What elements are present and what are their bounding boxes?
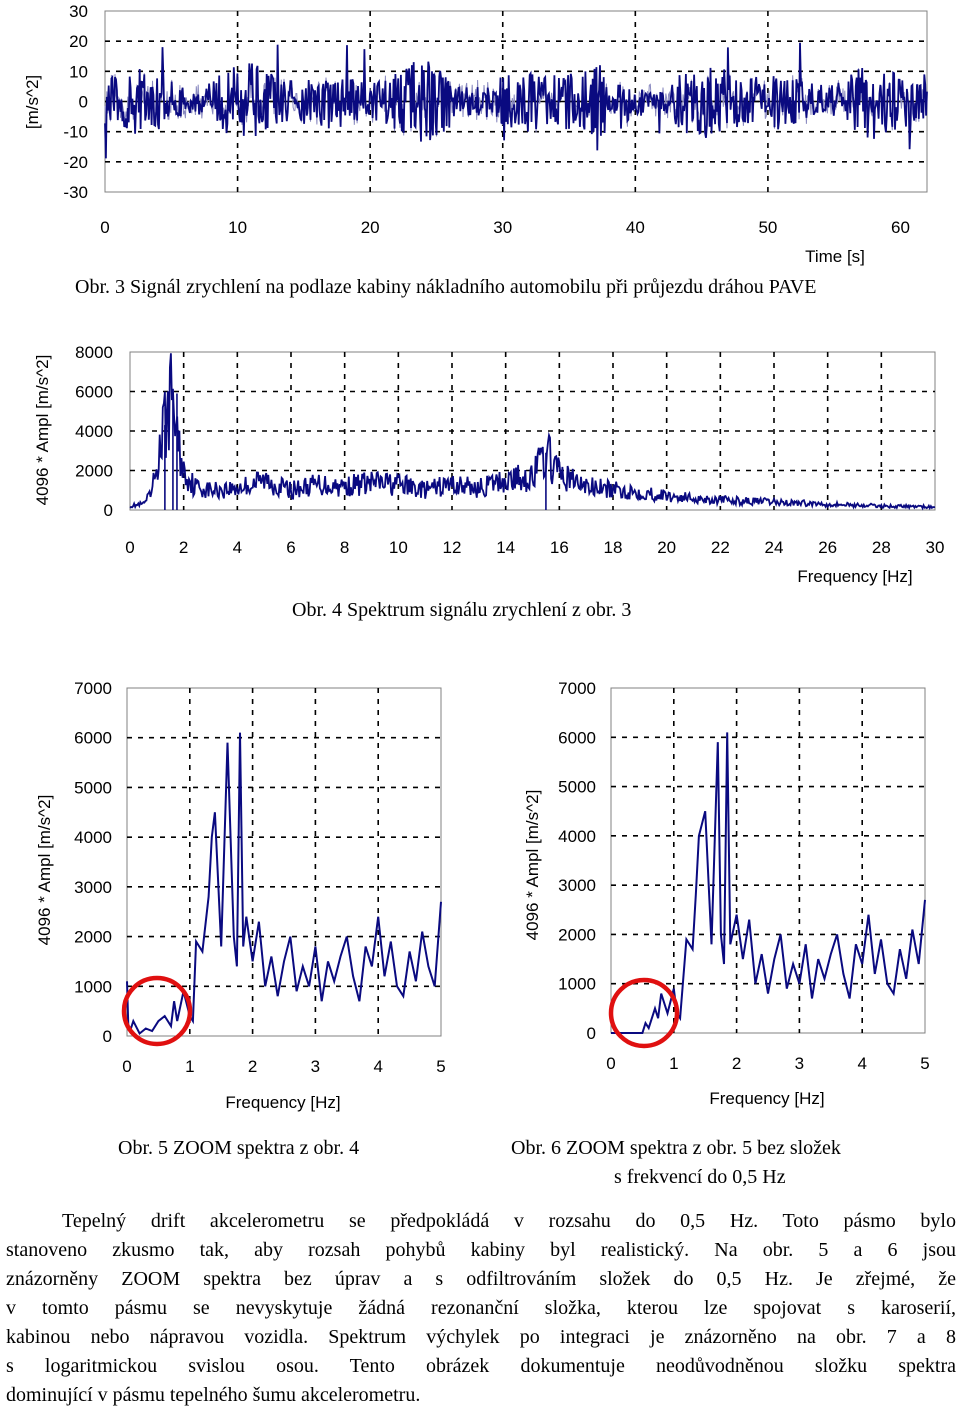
x-tick-label: 4 (373, 1057, 382, 1076)
x-tick-label: 22 (711, 538, 730, 557)
x-axis-label: Frequency [Hz] (225, 1093, 340, 1112)
y-tick-label: 2000 (558, 925, 596, 944)
highlight-circle (608, 977, 680, 1049)
series-line (126, 732, 442, 1036)
paragraph-line: v tomto pásmu se nevyskytuje žádná rezon… (6, 1297, 956, 1319)
paragraph-line: dominující v pásmu tepelného šumu akcele… (6, 1384, 421, 1406)
x-tick-label: 0 (100, 218, 109, 237)
y-tick-label: 2000 (74, 928, 112, 947)
caption-fig6-line1: Obr. 6 ZOOM spektra z obr. 5 bez složek (511, 1137, 841, 1159)
x-tick-label: 40 (626, 218, 645, 237)
x-tick-label: 1 (185, 1057, 194, 1076)
x-tick-label: 20 (657, 538, 676, 557)
x-tick-label: 1 (669, 1054, 678, 1073)
x-tick-label: 20 (361, 218, 380, 237)
chart-fig4: 0 2 4 6 8 10 12 14 16 18 20 22 24 26 28 308000600040002… (33, 343, 945, 586)
x-tick-label: 30 (493, 218, 512, 237)
y-tick-label: 0 (103, 1027, 112, 1046)
x-tick-label: 0 (606, 1054, 615, 1073)
x-tick-label: 28 (872, 538, 891, 557)
y-tick-label: 0 (79, 93, 88, 112)
y-tick-label: -20 (63, 153, 88, 172)
x-tick-label: 5 (436, 1057, 445, 1076)
x-tick-label: 24 (765, 538, 784, 557)
y-tick-label: 1000 (74, 977, 112, 996)
x-tick-label: 14 (496, 538, 515, 557)
x-tick-label: 10 (389, 538, 408, 557)
x-tick-label: 0 (122, 1057, 131, 1076)
x-tick-label: 26 (818, 538, 837, 557)
paragraph-line: Tepelný drift akcelerometru se předpoklá… (62, 1210, 956, 1232)
x-tick-label: 5 (920, 1054, 929, 1073)
x-tick-label: 60 (891, 218, 910, 237)
y-tick-label: 5000 (558, 778, 596, 797)
x-tick-label: 10 (228, 218, 247, 237)
highlight-circle (121, 975, 193, 1047)
chart-fig5: 0 1 2 3 4 5 7000 6000 5000 4000 3000 2000 1000 0 Frequ… (35, 679, 446, 1112)
y-tick-label: 3000 (74, 878, 112, 897)
series-line (129, 353, 936, 511)
y-tick-label: 4000 (558, 827, 596, 846)
x-tick-label: 50 (758, 218, 777, 237)
y-tick-label: -10 (63, 123, 88, 142)
x-tick-label: 6 (286, 538, 295, 557)
x-tick-label: 16 (550, 538, 569, 557)
x-tick-label: 4 (233, 538, 242, 557)
y-tick-label: 30 (69, 2, 88, 21)
y-tick-label: 1000 (558, 975, 596, 994)
caption-fig5: Obr. 5 ZOOM spektra z obr. 4 (118, 1137, 360, 1159)
x-tick-label: 2 (732, 1054, 741, 1073)
y-tick-label: 6000 (74, 729, 112, 748)
y-tick-label: 4000 (74, 828, 112, 847)
y-tick-label: 6000 (75, 383, 113, 402)
plot-frame (126, 687, 442, 1037)
x-tick-label: 18 (604, 538, 623, 557)
plot-frame (610, 687, 926, 1034)
series-line (104, 42, 928, 159)
x-tick-label: 30 (926, 538, 945, 557)
x-tick-label: 12 (443, 538, 462, 557)
y-tick-label: 7000 (74, 679, 112, 698)
y-tick-label: 5000 (74, 778, 112, 797)
caption-fig6-line2: s frekvencí do 0,5 Hz (614, 1166, 786, 1188)
chart-fig6: 0 1 2 3 4 5 7000 6000 5000 4000 3000 2000 1000 0 Frequ… (523, 679, 930, 1108)
x-tick-label: 2 (179, 538, 188, 557)
x-tick-label: 0 (125, 538, 134, 557)
x-axis-label: Frequency [Hz] (709, 1089, 824, 1108)
paragraph-line: znázorněny ZOOM spektra bez úprav a s od… (6, 1268, 956, 1290)
paragraph-line: stanoveno zkusmo tak, aby rozsah pohybů … (6, 1239, 956, 1261)
chart-fig3: 0 10 20 30 40 50 60 30 20 10 0 -10 -20 -30 Time [s] [m/… (23, 2, 928, 266)
y-tick-label: 10 (69, 62, 88, 81)
y-tick-label: 20 (69, 32, 88, 51)
caption-fig4: Obr. 4 Spektrum signálu zrychlení z obr.… (292, 599, 632, 621)
x-tick-label: 2 (248, 1057, 257, 1076)
x-axis-label: Frequency [Hz] (797, 567, 912, 586)
y-tick-label: 4000 (75, 422, 113, 441)
paragraph-line: s logaritmickou svislou osou. Tento obrá… (6, 1355, 956, 1377)
body-paragraph: Tepelný drift akcelerometru se předpoklá… (6, 1207, 956, 1410)
x-axis-label: Time [s] (805, 247, 865, 266)
series-line (611, 732, 926, 1034)
x-tick-label: 4 (857, 1054, 866, 1073)
y-tick-label: -30 (63, 183, 88, 202)
caption-fig3: Obr. 3 Signál zrychlení na podlaze kabin… (75, 276, 817, 298)
x-tick-label: 3 (795, 1054, 804, 1073)
x-tick-label: 8 (340, 538, 349, 557)
y-tick-label: 0 (104, 501, 113, 520)
y-tick-label: 7000 (558, 679, 596, 698)
y-axis-label: 4096 * Ampl [m/s^2] (33, 355, 52, 506)
y-tick-label: 0 (587, 1024, 596, 1043)
y-tick-label: 2000 (75, 462, 113, 481)
y-tick-label: 8000 (75, 343, 113, 362)
y-tick-label: 3000 (558, 876, 596, 895)
y-tick-label: 6000 (558, 728, 596, 747)
y-axis-label: 4096 * Ampl [m/s^2] (523, 790, 542, 941)
x-tick-label: 3 (311, 1057, 320, 1076)
y-axis-label: 4096 * Ampl [m/s^2] (35, 795, 54, 946)
y-axis-label: [m/s^2] (23, 75, 42, 129)
paragraph-line: kabinou nebo nápravou vozidla. Spektrum … (6, 1326, 956, 1348)
